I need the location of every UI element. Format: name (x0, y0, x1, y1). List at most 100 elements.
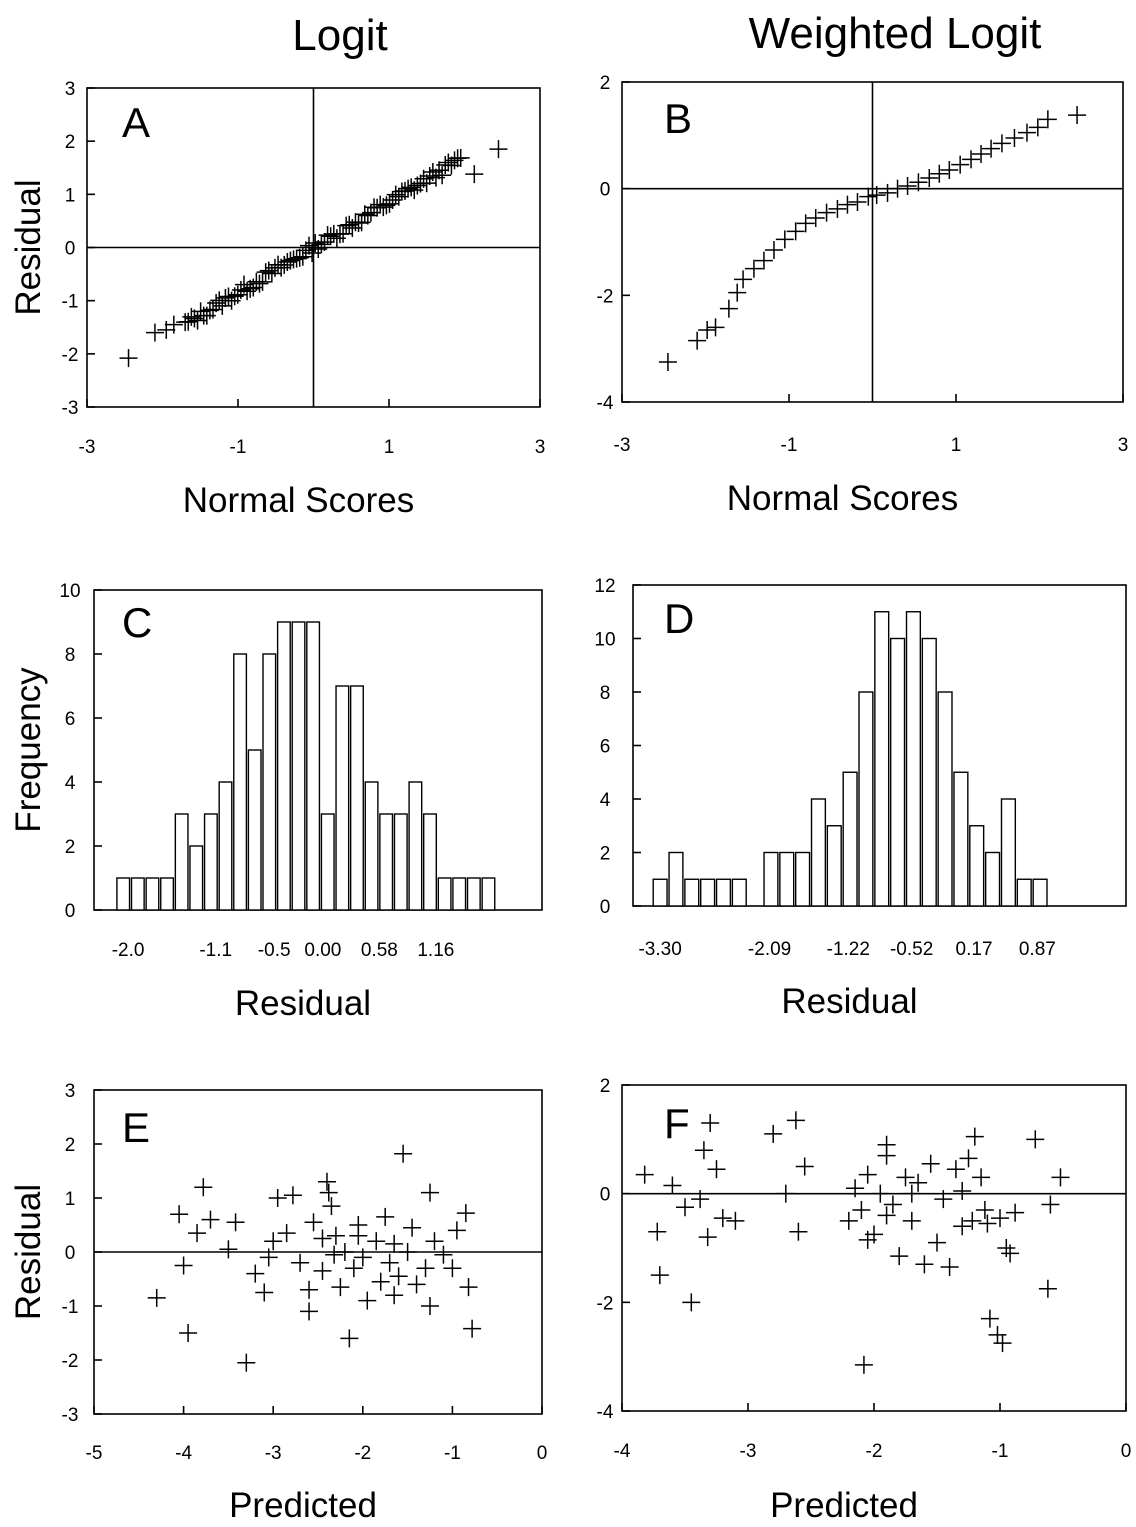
y-tick-label: 0 (600, 180, 611, 201)
data-point (975, 1200, 994, 1219)
x-tick-label: -1 (444, 1443, 461, 1464)
data-point (376, 1207, 395, 1226)
data-point (992, 134, 1011, 153)
panel-b: -4 -2 0 2 -3 -1 1 3 Normal Scores B (597, 73, 1129, 518)
x-tick-label: 0 (1121, 1441, 1132, 1462)
data-point (174, 1256, 193, 1275)
histogram-bar (984, 851, 1001, 907)
data-point (928, 1233, 946, 1252)
data-point (255, 1283, 274, 1302)
x-tick-label: -3 (614, 435, 631, 456)
x-tick-label: -3 (265, 1443, 282, 1464)
column-title-weighted-logit: Weighted Logit (749, 9, 1042, 58)
histogram-bar (937, 691, 953, 907)
y-tick-label: 6 (65, 709, 76, 730)
y-tick-label: -2 (62, 345, 79, 366)
y-tick-label: 1 (65, 1189, 76, 1210)
x-tick-label: -0.5 (258, 940, 291, 961)
x-tick-label: -3 (79, 437, 96, 458)
histogram-bar (889, 637, 906, 907)
data-point (946, 1160, 965, 1179)
data-point (119, 349, 138, 368)
panel-c: 0 2 4 6 8 10 -2.0 -1.1 -0.5 0.00 0.58 1.16 Residual F… (9, 581, 543, 1023)
y-tick-label: 12 (594, 576, 615, 597)
histogram-bar (116, 877, 131, 911)
panel-letter: E (122, 1104, 150, 1151)
histogram-bar (1016, 878, 1032, 907)
data-point (1041, 1195, 1060, 1214)
data-point (398, 1243, 417, 1261)
data-point (349, 1226, 368, 1245)
histogram-bar (652, 878, 668, 907)
data-point (776, 1184, 795, 1203)
data-point (902, 1184, 921, 1203)
histogram-bar (921, 637, 937, 907)
data-point (902, 1211, 921, 1230)
data-point (701, 1114, 720, 1133)
data-point (909, 173, 928, 192)
data-point (867, 186, 886, 205)
histogram-bar (684, 878, 700, 907)
x-tick-label: 1 (951, 435, 962, 456)
data-point (839, 1211, 858, 1230)
data-point (953, 1181, 972, 1200)
data-point (277, 1224, 296, 1243)
y-tick-label: 10 (594, 630, 615, 651)
x-tick-label: 1 (384, 437, 395, 458)
panel-letter: F (664, 1100, 690, 1147)
data-point (828, 199, 847, 218)
data-point (962, 150, 981, 169)
histogram-bar (1000, 798, 1017, 907)
data-point (385, 1286, 404, 1305)
data-point (313, 1229, 332, 1248)
histogram-bar (969, 825, 985, 907)
data-point (371, 1272, 390, 1291)
data-point (417, 174, 436, 193)
y-tick-label: -2 (62, 1351, 79, 1372)
data-point (650, 1266, 669, 1285)
data-point (934, 1190, 953, 1209)
histogram-bar (763, 851, 779, 907)
data-point (226, 1213, 245, 1232)
data-point (344, 1259, 363, 1278)
histogram-bar (320, 813, 335, 911)
data-point (219, 1240, 238, 1259)
data-point (959, 1149, 978, 1168)
data-point (170, 1205, 189, 1224)
y-tick-label: 0 (65, 239, 76, 260)
data-point (246, 1264, 265, 1283)
data-point (775, 230, 794, 249)
x-tick-label: -2.09 (748, 939, 791, 960)
x-tick-label: -4 (175, 1443, 192, 1464)
panel-letter: B (664, 95, 692, 142)
panel-letter: C (122, 599, 152, 646)
data-point (719, 299, 738, 318)
histogram-bar (335, 685, 350, 911)
data-point (489, 140, 508, 159)
data-point (676, 1198, 694, 1217)
histogram-bar (668, 851, 684, 907)
data-point (940, 1258, 959, 1277)
column-title-logit: Logit (292, 11, 387, 60)
x-tick-label: 1.16 (417, 940, 454, 961)
data-point (194, 1178, 213, 1197)
data-point (421, 1297, 439, 1315)
data-point (283, 1186, 302, 1205)
data-point (353, 1248, 372, 1267)
data-point (421, 1183, 439, 1202)
histogram-bar (715, 878, 732, 907)
data-point (367, 1232, 386, 1251)
data-point (965, 1127, 984, 1146)
histogram-bar (276, 621, 291, 911)
data-point (764, 241, 783, 259)
data-point (403, 1218, 422, 1237)
y-tick-label: 4 (65, 773, 76, 794)
histogram-bar (218, 781, 233, 911)
x-tick-label: 0.58 (361, 940, 398, 961)
data-point (1051, 1168, 1070, 1187)
x-tick-label: 0.17 (956, 939, 993, 960)
histogram-bar (174, 813, 189, 911)
data-point (883, 1195, 902, 1214)
